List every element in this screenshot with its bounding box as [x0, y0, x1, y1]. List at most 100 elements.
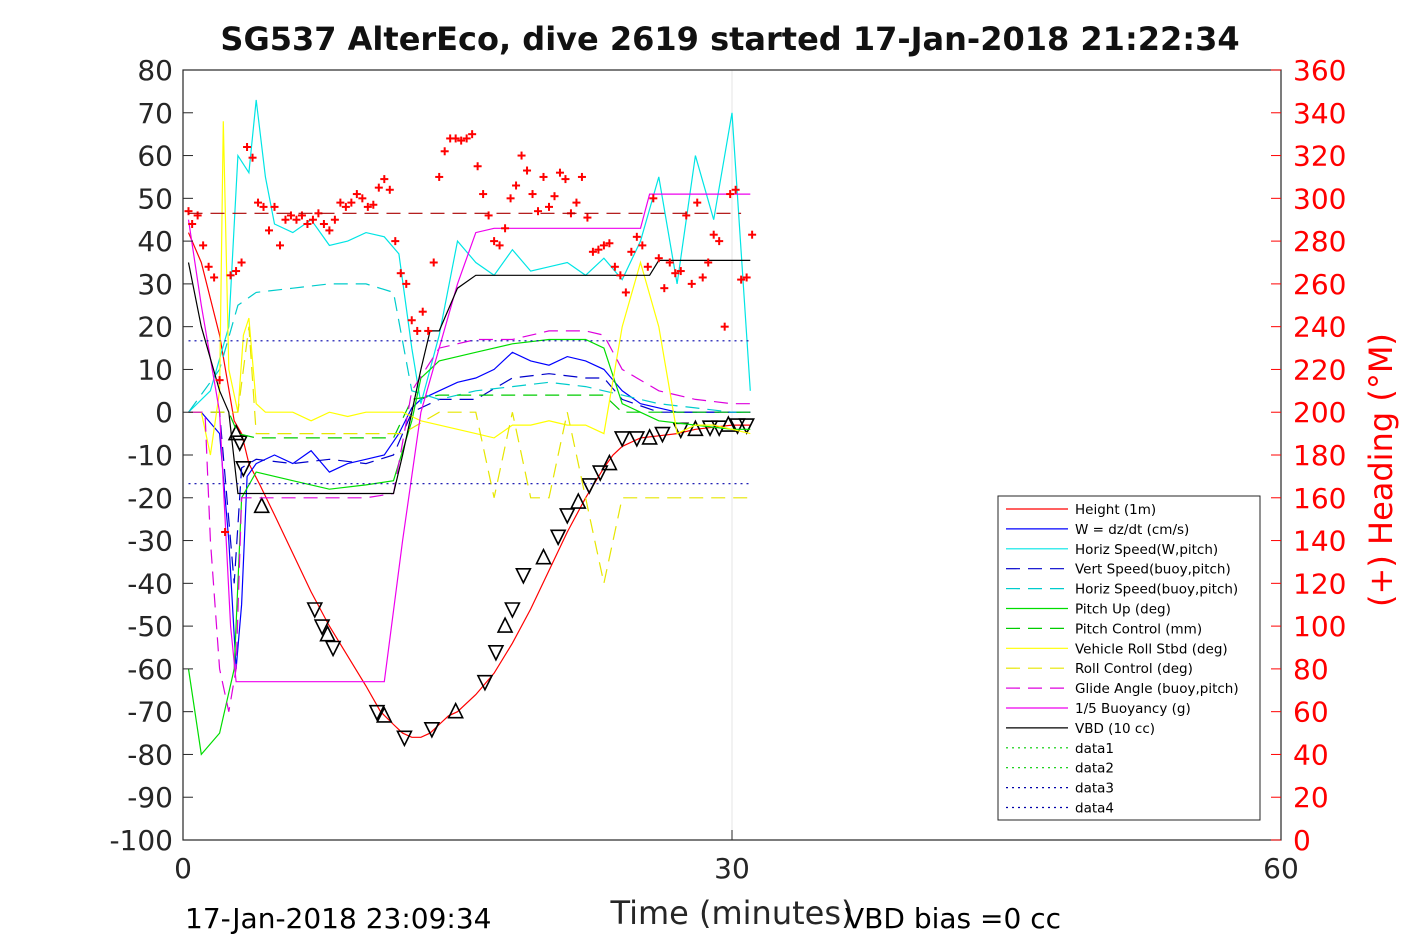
series-line-roll_ctrl	[188, 326, 751, 584]
heading-marker	[545, 202, 553, 211]
y2-tick-label: 40	[1293, 738, 1329, 771]
legend-label: data4	[1075, 801, 1114, 817]
legend-label: Pitch Up (deg)	[1075, 602, 1171, 618]
heading-marker	[199, 241, 208, 250]
height-triangle-marker	[559, 508, 576, 525]
height-triangle-marker	[235, 461, 252, 478]
legend-label: Glide Angle (buoy,pitch)	[1075, 681, 1239, 697]
height-triangle-marker	[720, 415, 737, 432]
heading-marker	[665, 258, 674, 267]
heading-marker	[341, 202, 350, 211]
height-triangle-marker	[376, 706, 393, 723]
height-triangle-marker	[368, 704, 386, 722]
heading-marker	[396, 269, 405, 278]
heading-marker	[358, 194, 367, 203]
series-layer	[184, 99, 757, 756]
y-tick-label: -50	[127, 610, 173, 643]
heading-marker	[265, 226, 274, 235]
legend-label: data2	[1075, 761, 1114, 777]
y2-tick-label: 200	[1293, 396, 1346, 429]
legend-label: VBD (10 cc)	[1075, 721, 1155, 737]
heading-marker	[440, 147, 449, 156]
series-line-horiz_w	[188, 99, 751, 413]
series-line-buoy	[187, 193, 751, 683]
height-triangle-marker	[738, 418, 755, 435]
heading-marker	[243, 143, 252, 151]
heading-marker	[468, 130, 477, 139]
heading-marker	[281, 215, 290, 224]
y2-tick-label: 140	[1293, 525, 1346, 558]
legend: Height (1m) W = dz/dt (cm/s) Horiz Speed(W…	[997, 495, 1261, 821]
y2-tick-label: 280	[1293, 225, 1346, 258]
y2-tick-label: 120	[1293, 567, 1346, 600]
heading-marker	[275, 241, 284, 250]
height-triangle-marker	[535, 547, 552, 565]
heading-marker	[292, 215, 301, 224]
series-line-roll	[188, 121, 751, 456]
height-triangle-marker	[253, 496, 270, 514]
legend-label: Height (1m)	[1075, 502, 1156, 518]
heading-marker	[336, 198, 345, 207]
height-triangle-marker	[641, 428, 658, 445]
y2-tick-label: 80	[1293, 653, 1329, 686]
heading-marker	[555, 168, 564, 177]
height-triangle-marker	[447, 701, 464, 719]
y2-tick-label: 300	[1293, 182, 1346, 215]
y2-tick-label: 320	[1293, 140, 1346, 173]
series-line-pitch	[187, 338, 751, 756]
y2-axis-label: (+) Heading (°M)	[1362, 333, 1400, 607]
y2-tick-label: 240	[1293, 311, 1346, 344]
series-line-pitch_ctrl	[188, 394, 751, 439]
heading-marker	[215, 376, 224, 385]
heading-marker	[451, 134, 460, 143]
heading-marker	[610, 262, 619, 271]
heading-marker	[363, 202, 372, 211]
series-line-vbd	[187, 259, 751, 495]
heading-marker	[517, 151, 526, 160]
height-triangle-marker	[613, 431, 631, 448]
heading-marker	[737, 275, 746, 284]
heading-marker	[226, 271, 235, 280]
heading-marker	[418, 307, 427, 316]
y2-tick-label: 20	[1293, 781, 1329, 814]
legend-label: W = dz/dt (cm/s)	[1075, 522, 1189, 538]
y-tick-label: 10	[137, 353, 173, 386]
legend-label: Vehicle Roll Stbd (deg)	[1075, 641, 1228, 657]
heading-marker	[638, 241, 647, 250]
y-tick-label: -40	[127, 567, 173, 600]
heading-marker	[308, 215, 317, 224]
heading-marker	[501, 224, 510, 233]
heading-marker	[210, 273, 219, 282]
legend-box	[997, 495, 1261, 821]
footer-left: 17-Jan-2018 23:09:34	[185, 902, 491, 935]
heading-marker	[184, 207, 193, 216]
height-triangle-marker	[423, 721, 441, 739]
height-triangle-marker	[601, 453, 618, 471]
heading-marker	[462, 134, 471, 143]
heading-marker	[248, 153, 257, 162]
legend-label: Pitch Control (mm)	[1075, 621, 1202, 637]
heading-marker	[435, 172, 444, 181]
heading-marker	[588, 247, 597, 256]
x-tick-label: 0	[174, 852, 192, 885]
y-tick-label: -10	[127, 439, 173, 472]
height-triangle-marker	[487, 644, 505, 662]
height-triangle-marker	[496, 616, 514, 633]
height-triangle-marker	[319, 624, 336, 642]
heading-marker	[654, 254, 663, 263]
height-triangle-marker	[580, 478, 598, 495]
legend-label: Horiz Speed(buoy,pitch)	[1075, 582, 1238, 598]
y-tick-label: 70	[137, 97, 173, 130]
y2-tick-label: 60	[1293, 696, 1329, 729]
heading-marker	[523, 166, 532, 175]
height-triangle-marker	[654, 426, 671, 444]
heading-marker	[561, 175, 570, 184]
heading-marker	[506, 194, 515, 203]
height-triangle-marker	[729, 418, 746, 435]
height-triangle-marker	[227, 423, 245, 441]
x-tick-label: 60	[1263, 852, 1299, 885]
height-triangle-marker	[591, 465, 609, 482]
y2-tick-label: 100	[1293, 610, 1346, 643]
heading-marker	[605, 239, 614, 248]
